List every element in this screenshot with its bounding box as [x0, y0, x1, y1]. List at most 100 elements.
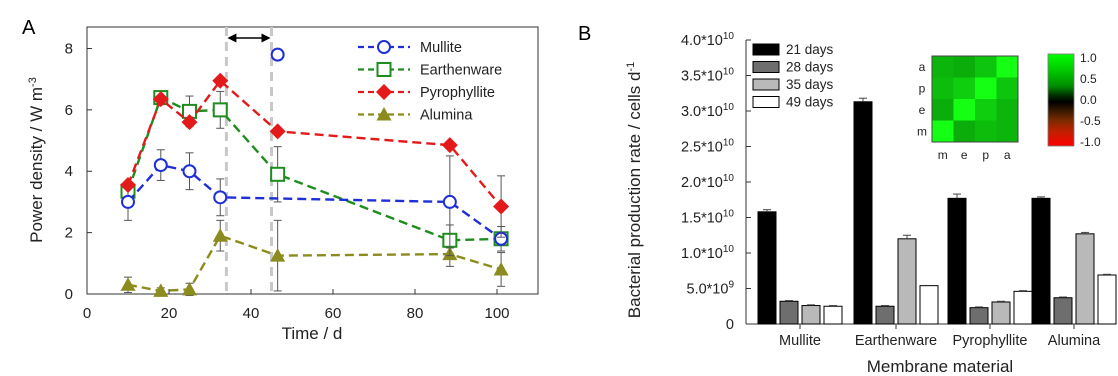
panel-b-legend: 21 days 28 days 35 days 49 days [752, 42, 834, 110]
panel-a-x-tick-label: 80 [407, 305, 424, 322]
panel-a-chart: 0 20 40 60 80 100 0 2 4 6 8 Time / d Power density… [27, 26, 539, 343]
heatmap-cell [975, 120, 997, 142]
panel-a-x-tick-label: 20 [161, 305, 178, 322]
heatmap-col-label: a [1004, 148, 1011, 162]
heatmap-cell [932, 99, 954, 121]
heatmap-col-label: m [938, 148, 948, 162]
panel-a-x-axis-label: Time / d [282, 324, 343, 343]
heatmap-cell [996, 120, 1018, 142]
interval-arrow-head-left [227, 33, 237, 43]
data-point [182, 281, 197, 296]
colorbar-tick-label: 0.0 [1080, 93, 1097, 107]
heatmap-cell [996, 56, 1018, 78]
heatmap-cell [932, 120, 954, 142]
data-point [493, 261, 509, 276]
data-point [153, 158, 168, 173]
series-alumina [120, 219, 509, 297]
bar [853, 101, 873, 325]
heatmap-row-label: e [919, 103, 926, 117]
bar [823, 305, 843, 325]
legend-marker [376, 84, 392, 100]
panel-a-y-axis-label: Power density / W m-3 [27, 77, 46, 243]
colorbar-tick-label: -0.5 [1080, 114, 1101, 128]
panel-b-y-tick-label: 4.0*1010 [681, 31, 734, 49]
colorbar-tick-label: -1.0 [1080, 135, 1101, 149]
bar [947, 197, 967, 325]
bar [757, 211, 777, 325]
data-point [441, 137, 458, 154]
panel-a-x-tick-label: 100 [484, 305, 509, 322]
panel-b-x-tick-label: Pyrophyllite [953, 333, 1028, 349]
heatmap-row-label: a [919, 60, 926, 74]
heatmap-cell [996, 77, 1018, 99]
panel-b-y-tick-label: 2.0*1010 [681, 173, 734, 191]
bar [919, 285, 939, 325]
legend-label: 21 days [786, 42, 834, 57]
legend-label: Earthenware [420, 63, 502, 79]
panel-b-x-tick-label: Alumina [1048, 333, 1101, 349]
colorbar [1047, 53, 1075, 147]
legend-marker [376, 107, 392, 121]
heatmap-cell [953, 120, 975, 142]
bar [1075, 233, 1095, 325]
heatmap-frame [931, 55, 1019, 143]
panel-b-y-tick-label: 2.5*1010 [681, 138, 734, 156]
data-point [442, 194, 457, 209]
data-point [270, 47, 285, 62]
legend-swatch [752, 61, 780, 73]
bar [1097, 274, 1117, 325]
legend-label: Mullite [420, 40, 462, 56]
heatmap-col-label: p [982, 148, 989, 162]
panel-a-y-tick-label: 0 [65, 286, 73, 303]
panel-a-x-tick-label: 0 [83, 305, 91, 322]
data-point [152, 91, 169, 108]
data-point [121, 194, 135, 209]
heatmap-cell [975, 99, 997, 121]
panel-b-letter: B [578, 23, 591, 45]
data-point [270, 248, 286, 262]
panel-a-plot-frame [86, 26, 539, 295]
legend-label: 35 days [786, 77, 834, 92]
bar [1031, 197, 1051, 325]
panel-a-x-tick-label: 60 [325, 305, 342, 322]
heatmap-cell [975, 77, 997, 99]
panel-a-y-tick-label: 6 [65, 102, 73, 119]
series-pyrophyllite [120, 72, 510, 238]
legend-marker [376, 62, 392, 77]
panel-a-y-tick-label: 2 [65, 225, 73, 242]
data-point [212, 228, 228, 242]
data-point [212, 102, 228, 118]
heatmap-cell [953, 77, 975, 99]
legend-label: 28 days [786, 60, 834, 75]
panel-b-y-axis-label: Bacterial production rate / cells d-1 [625, 62, 644, 318]
panel-a-x-tick-label: 40 [243, 305, 260, 322]
legend-swatch [752, 78, 780, 91]
legend-swatch [752, 43, 780, 56]
heatmap-cell [975, 56, 997, 78]
heatmap-row-label: m [917, 125, 927, 139]
data-point [213, 190, 228, 205]
bar [897, 238, 917, 325]
bar [991, 301, 1011, 325]
panel-b-chart: 0 5.0*109 1.0*1010 1.5*1010 2.0*1010 2.5*1010… [625, 31, 1117, 376]
legend-swatch [752, 96, 780, 108]
heatmap-cell [953, 99, 975, 121]
legend-label: Alumina [420, 108, 473, 124]
series-line [127, 163, 502, 240]
heatmap-cell [953, 56, 975, 78]
heatmap-row-label: p [919, 82, 926, 96]
data-point [270, 166, 286, 182]
panel-b-x-tick-label: Earthenware [855, 333, 937, 349]
panel-b-y-tick-label: 5.0*109 [687, 280, 735, 298]
panel-a-legend: Mullite Earthenware Pyrophyllite Alumina [358, 40, 502, 124]
colorbar-tick-label: 1.0 [1080, 51, 1097, 65]
panel-b-y-tick-label: 3.0*1010 [681, 102, 734, 120]
bar [801, 305, 821, 325]
data-point [153, 283, 169, 297]
series-mullite [121, 47, 509, 249]
data-point [120, 277, 136, 291]
colorbar-tick-label: 0.5 [1080, 72, 1097, 86]
heatmap-cell [932, 56, 954, 78]
panel-b-x-tick-label: Mullite [779, 333, 821, 349]
